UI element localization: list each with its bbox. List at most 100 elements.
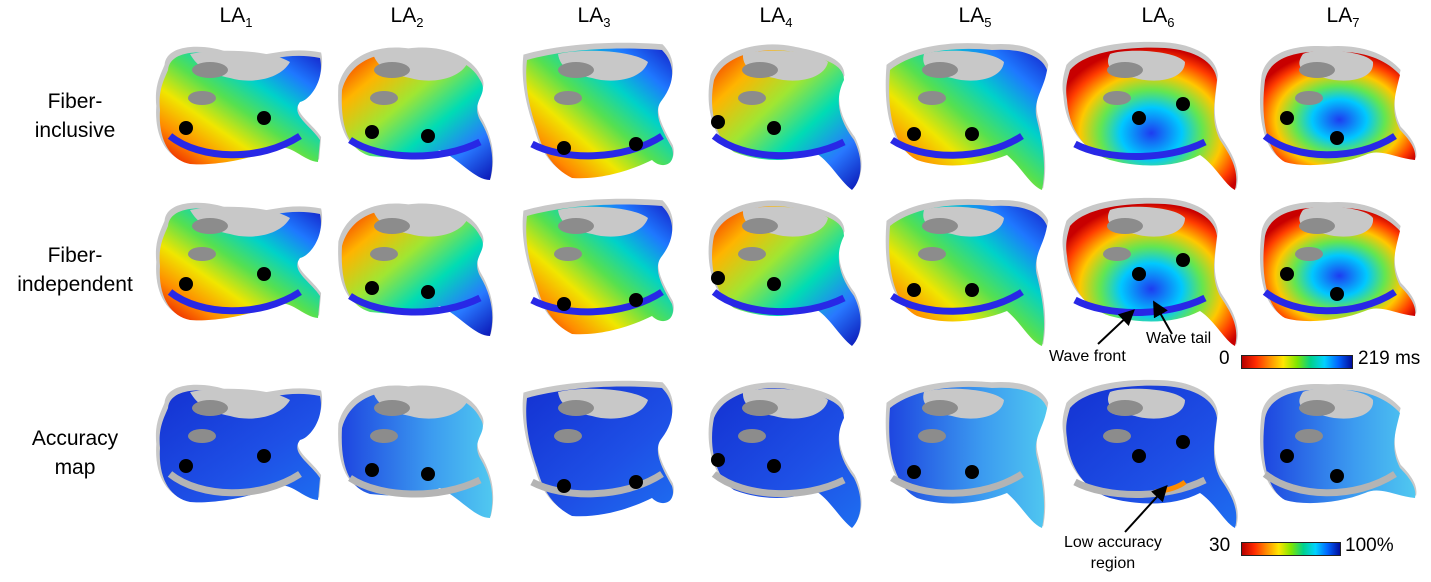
electrode-marker (767, 121, 781, 135)
vein-opening (922, 400, 958, 416)
electrode-marker (257, 449, 271, 463)
electrode-marker (365, 281, 379, 295)
electrode-marker (365, 125, 379, 139)
electrode-marker (179, 459, 193, 473)
activation-colorbar-gradient (1241, 355, 1353, 369)
vein-opening (742, 62, 778, 78)
vein-opening (918, 91, 946, 105)
wave-tail-band (711, 289, 846, 316)
vein-opening (922, 62, 958, 78)
electrode-marker (257, 111, 271, 125)
electrode-marker (711, 271, 725, 285)
electrode-marker (907, 465, 921, 479)
wave-tail-band (1262, 133, 1397, 159)
accuracy-surface (159, 390, 321, 503)
atrium-map-r1-la7 (1245, 40, 1430, 200)
atrium-map-r1-la5 (872, 40, 1057, 200)
column-label: LA (1141, 4, 1168, 27)
wave-tail-band (1073, 138, 1207, 160)
row-label-line: map (54, 456, 96, 479)
wave-tail-band (348, 475, 482, 498)
wave-tail-band (711, 471, 846, 498)
electrode-marker (257, 267, 271, 281)
vein-opening (1107, 62, 1143, 78)
wave-tail-band (1262, 471, 1397, 497)
electrode-marker (1176, 435, 1190, 449)
vein-opening (554, 429, 582, 443)
vein-opening (370, 91, 398, 105)
row-label-line: Accuracy (31, 427, 119, 450)
vein-opening (558, 62, 594, 78)
electrode-marker (1330, 469, 1344, 483)
vein-opening (370, 429, 398, 443)
accuracy-colorbar-gradient (1241, 542, 1341, 556)
column-subscript: 5 (984, 15, 992, 31)
row-label-line: inclusive (34, 119, 116, 142)
atrium-map-r1-la1 (150, 40, 335, 200)
electrode-marker (1330, 131, 1344, 145)
accuracy-colorbar-max: 100% (1345, 535, 1394, 556)
vein-opening (1295, 429, 1323, 443)
atrium-map-r2-la2 (330, 196, 515, 356)
electrode-marker (965, 127, 979, 141)
vein-opening (1103, 429, 1131, 443)
electrode-marker (557, 141, 571, 155)
electrode-marker (629, 475, 643, 489)
electrode-marker (421, 467, 435, 481)
electrode-marker (557, 297, 571, 311)
vein-opening (554, 247, 582, 261)
column-subscript: 7 (1352, 15, 1360, 31)
electrode-marker (1280, 111, 1294, 125)
vein-opening (1299, 62, 1335, 78)
wave-tail-label: Wave tail (1146, 330, 1212, 347)
atrium-map-r3-la4 (694, 378, 879, 538)
electrode-marker (767, 277, 781, 291)
low-accuracy-label-line: region (1090, 555, 1136, 572)
column-header-la4: LA4 (716, 4, 836, 30)
electrode-marker (421, 285, 435, 299)
electrode-marker (1280, 267, 1294, 281)
vein-opening (374, 62, 410, 78)
vein-opening (738, 247, 766, 261)
electrode-marker (907, 127, 921, 141)
wave-tail-band (890, 471, 1024, 497)
wave-tail-band (348, 293, 482, 316)
activation-colorbar-max: 219 ms (1358, 348, 1421, 369)
atrium-map-r2-la1 (150, 196, 335, 356)
electrode-marker (907, 283, 921, 297)
wave-tail-band (1073, 294, 1207, 316)
vein-opening (192, 218, 228, 234)
vein-opening (192, 400, 228, 416)
column-header-la6: LA6 (1098, 4, 1218, 30)
wave-tail-band (530, 289, 664, 316)
column-label: LA (759, 4, 786, 27)
column-header-la3: LA3 (534, 4, 654, 30)
electrode-marker (557, 479, 571, 493)
vein-opening (188, 91, 216, 105)
column-label: LA (577, 4, 604, 27)
column-label: LA (958, 4, 985, 27)
atrium-map-r1-la3 (512, 40, 697, 200)
electrode-marker (711, 453, 725, 467)
column-subscript: 1 (245, 15, 253, 31)
atrium-map-r3-la5 (872, 378, 1057, 538)
wave-tail-band (890, 133, 1024, 159)
column-subscript: 4 (785, 15, 793, 31)
electrode-marker (711, 115, 725, 129)
atrium-map-r1-la6 (1055, 40, 1240, 200)
column-header-la7: LA7 (1283, 4, 1403, 30)
column-subscript: 3 (603, 15, 611, 31)
activation-colorbar-min: 0 (1219, 348, 1230, 369)
atrium-map-r2-la3 (512, 196, 697, 356)
vein-opening (1295, 247, 1323, 261)
column-header-la1: LA1 (176, 4, 296, 30)
wave-tail-band (348, 137, 482, 160)
electrode-marker (1330, 287, 1344, 301)
vein-opening (742, 218, 778, 234)
atrium-map-r2-la5 (872, 196, 1057, 356)
atrium-map-r3-la7 (1245, 378, 1430, 538)
wave-tail-band (530, 471, 664, 498)
vein-opening (738, 429, 766, 443)
wave-tail-band (167, 289, 302, 315)
vein-opening (918, 429, 946, 443)
